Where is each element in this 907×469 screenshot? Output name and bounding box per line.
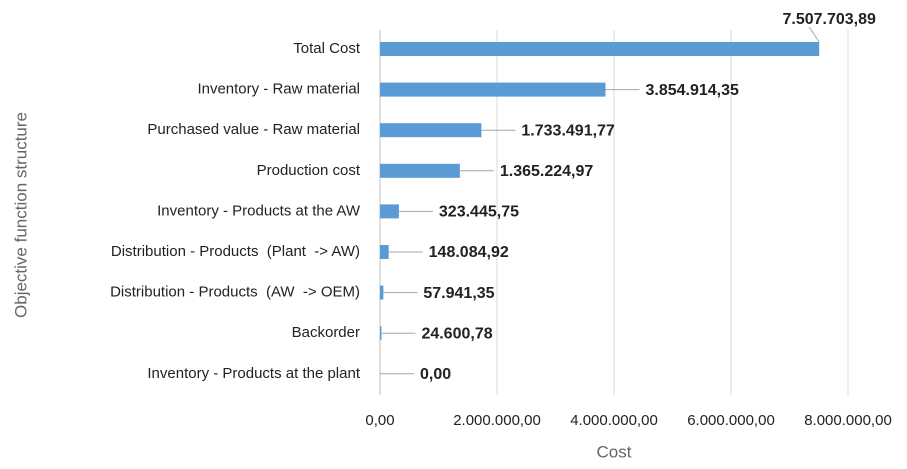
bar	[380, 204, 399, 219]
y-tick-label: Backorder	[292, 324, 360, 341]
value-label: 57.941,35	[423, 285, 494, 302]
bar	[380, 245, 389, 259]
x-axis-title: Cost	[597, 442, 632, 461]
bar	[380, 42, 820, 56]
bar	[380, 285, 384, 300]
bar	[380, 163, 460, 178]
bar	[380, 123, 482, 138]
y-tick-label: Purchased value - Raw material	[147, 121, 360, 138]
y-tick-label: Inventory - Raw material	[197, 81, 360, 98]
x-tick-label: 6.000.000,00	[687, 412, 775, 429]
leader-line	[808, 26, 820, 43]
bar	[380, 326, 382, 341]
x-tick-label: 0,00	[365, 412, 394, 429]
x-tick-label: 2.000.000,00	[453, 412, 541, 429]
value-label: 1.733.491,77	[521, 122, 615, 139]
y-tick-label: Inventory - Products at the AW	[157, 202, 361, 219]
bar	[380, 82, 606, 97]
y-tick-label: Total Cost	[293, 40, 361, 57]
x-tick-label: 8.000.000,00	[804, 412, 892, 429]
y-tick-label: Distribution - Products (Plant -> AW)	[111, 243, 360, 260]
value-label: 7.507.703,89	[782, 11, 876, 28]
y-tick-label: Inventory - Products at the plant	[147, 365, 360, 382]
x-tick-label: 4.000.000,00	[570, 412, 658, 429]
y-tick-label: Production cost	[257, 162, 361, 179]
value-label: 3.854.914,35	[646, 82, 740, 99]
value-label: 148.084,92	[429, 244, 509, 261]
y-tick-label: Distribution - Products (AW -> OEM)	[110, 284, 360, 301]
value-label: 1.365.224,97	[500, 163, 594, 180]
value-label: 0,00	[420, 366, 451, 383]
value-label: 323.445,75	[439, 204, 519, 221]
y-axis-title: Objective function structure	[11, 112, 30, 318]
value-label: 24.600,78	[421, 325, 492, 342]
